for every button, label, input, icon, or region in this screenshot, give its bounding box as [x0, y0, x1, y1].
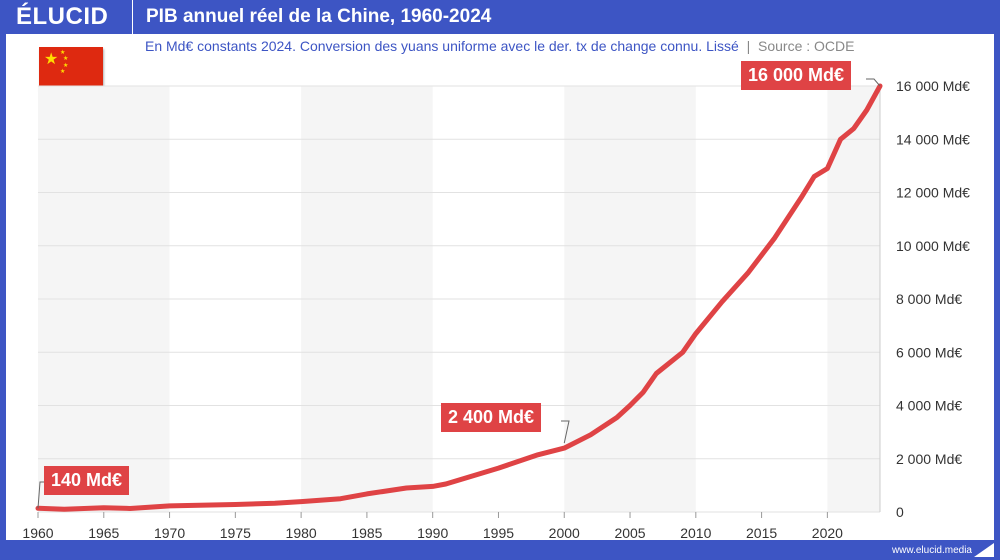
y-tick-label: 6 000 Md€: [896, 344, 962, 360]
subtitle-text: En Md€ constants 2024. Conversion des yu…: [145, 38, 739, 54]
header: ÉLUCID PIB annuel réel de la Chine, 1960…: [0, 0, 1000, 34]
x-tick-label: 1965: [88, 525, 119, 541]
y-tick-label: 16 000 Md€: [896, 78, 970, 94]
x-tick-label: 2005: [614, 525, 645, 541]
y-tick-label: 4 000 Md€: [896, 398, 962, 414]
y-tick-label: 0: [896, 504, 904, 520]
y-tick-label: 12 000 Md€: [896, 185, 970, 201]
x-tick-label: 1980: [286, 525, 317, 541]
x-tick-label: 2010: [680, 525, 711, 541]
annotation-label: 2 400 Md€: [441, 403, 542, 432]
footer-url[interactable]: www.elucid.media: [891, 545, 972, 556]
annotation-leader: [866, 78, 881, 87]
y-tick-label: 10 000 Md€: [896, 238, 970, 254]
annotation-leader: [561, 420, 570, 444]
y-tick-label: 8 000 Md€: [896, 291, 962, 307]
source-text: Source : OCDE: [758, 38, 855, 54]
chart-title: PIB annuel réel de la Chine, 1960-2024: [146, 6, 492, 27]
x-tick-label: 1970: [154, 525, 185, 541]
x-tick-label: 2015: [746, 525, 777, 541]
x-tick-label: 2020: [812, 525, 843, 541]
header-divider: [132, 0, 133, 34]
x-tick-label: 2000: [549, 525, 580, 541]
elucid-logo[interactable]: ÉLUCID: [16, 3, 109, 30]
chart-subtitle: En Md€ constants 2024. Conversion des yu…: [145, 38, 855, 54]
x-tick-label: 1995: [483, 525, 514, 541]
annotation-label: 140 Md€: [44, 466, 130, 495]
elucid-mark-icon: [974, 543, 994, 557]
x-tick-label: 1975: [220, 525, 251, 541]
x-tick-label: 1990: [417, 525, 448, 541]
y-tick-label: 14 000 Md€: [896, 131, 970, 147]
china-flag-icon: ★ ★ ★ ★ ★: [39, 47, 103, 91]
gdp-series-line: [35, 83, 883, 512]
x-tick-label: 1985: [351, 525, 382, 541]
annotation-leader: [37, 481, 44, 509]
x-tick-label: 1960: [22, 525, 53, 541]
annotation-label: 16 000 Md€: [741, 61, 852, 90]
y-tick-label: 2 000 Md€: [896, 451, 962, 467]
